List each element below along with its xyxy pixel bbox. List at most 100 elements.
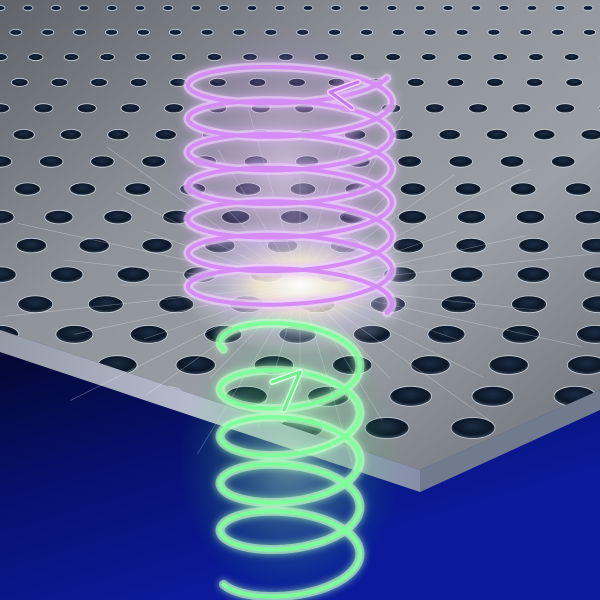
- slab-hole: [446, 77, 465, 87]
- slab-hole: [105, 28, 119, 36]
- slab-hole: [576, 325, 600, 344]
- slab-hole: [427, 325, 466, 344]
- slab-hole: [468, 103, 489, 114]
- slab-hole: [454, 182, 482, 196]
- slab-hole: [78, 5, 90, 11]
- slab-hole: [55, 325, 94, 344]
- slab-hole: [528, 53, 544, 62]
- slab-hole: [90, 155, 115, 168]
- slab-hole: [90, 77, 108, 87]
- slab-hole: [162, 5, 174, 11]
- slab-hole: [73, 28, 87, 36]
- slab-hole: [103, 209, 133, 225]
- slab-hole: [564, 53, 580, 62]
- slab-hole: [410, 355, 451, 375]
- slab-hole: [501, 325, 540, 344]
- slab-hole: [14, 182, 41, 196]
- slab-hole: [471, 385, 515, 407]
- slab-hole: [580, 237, 600, 254]
- lower-helix-coil: [217, 321, 363, 599]
- slab-hole: [69, 182, 96, 196]
- slab-hole: [583, 266, 600, 283]
- slab-hole: [59, 129, 83, 141]
- slab-hole: [0, 5, 6, 11]
- slab-hole: [63, 53, 80, 62]
- slab-hole: [386, 5, 398, 11]
- slab-hole: [488, 355, 529, 375]
- slab-hole: [28, 53, 44, 62]
- slab-hole: [397, 209, 427, 225]
- slab-hole: [554, 5, 566, 11]
- slab-hole: [551, 28, 565, 36]
- slab-hole: [129, 77, 148, 87]
- slab-hole: [358, 5, 370, 11]
- slab-hole: [44, 209, 74, 225]
- slab-hole: [359, 28, 373, 36]
- slab-hole: [518, 237, 550, 254]
- slab-hole: [170, 53, 187, 62]
- slab-hole: [424, 103, 445, 114]
- slab-hole: [450, 417, 496, 439]
- slab-hole: [498, 5, 510, 11]
- slab-hole: [551, 155, 576, 168]
- slab-hole: [33, 103, 54, 114]
- slab-hole: [330, 5, 342, 11]
- slab-hole: [39, 155, 64, 168]
- slab-hole: [12, 129, 35, 141]
- slab-hole: [274, 5, 286, 11]
- slab-hole: [598, 103, 600, 114]
- slab-hole: [519, 28, 533, 36]
- slab-hole: [442, 5, 454, 11]
- slab-side-edge: [420, 390, 600, 492]
- slab-hole: [0, 103, 10, 114]
- slab-hole: [120, 103, 141, 114]
- slab-hole: [456, 53, 473, 62]
- slab-hole: [470, 5, 482, 11]
- slab-hole: [574, 209, 600, 225]
- slab-hole: [555, 103, 575, 114]
- slab-hole: [168, 28, 182, 36]
- slab-hole: [87, 295, 124, 314]
- slab-hole: [22, 5, 34, 11]
- slab-hole: [450, 266, 484, 283]
- slab-hole: [438, 129, 461, 141]
- slab-hole: [525, 77, 544, 87]
- slab-hole: [582, 5, 594, 11]
- slab-hole: [302, 5, 314, 11]
- lower-direction-arrow-icon: [269, 369, 303, 413]
- slab-hole: [423, 28, 437, 36]
- slab-hole: [141, 155, 166, 168]
- slab-hole: [41, 28, 55, 36]
- slab-hole: [448, 155, 474, 168]
- slab-hole: [511, 295, 547, 314]
- slab-hole: [129, 325, 168, 344]
- slab-hole: [533, 129, 556, 141]
- slab-hole: [455, 28, 469, 36]
- upper-direction-arrow-icon: [327, 79, 361, 111]
- slab-hole: [77, 103, 97, 114]
- upper-helix-coil: [185, 65, 395, 315]
- slab-hole: [389, 385, 433, 407]
- slab-hole: [526, 5, 538, 11]
- slab-hole: [485, 129, 509, 141]
- slab-hole: [421, 53, 437, 62]
- slab-hole: [566, 355, 600, 375]
- slab-hole: [136, 28, 150, 36]
- slab-hole: [218, 5, 230, 11]
- slab-hole: [565, 77, 583, 87]
- slab-hole: [0, 155, 13, 168]
- slab-hole: [580, 129, 600, 141]
- slab-hole: [414, 5, 426, 11]
- slab-hole: [583, 28, 597, 36]
- slab-hole: [15, 237, 48, 254]
- slab-hole: [50, 5, 62, 11]
- slab-hole: [499, 155, 525, 168]
- lower-haze: [180, 320, 400, 600]
- slab-hole: [509, 182, 537, 196]
- slab-hole: [116, 266, 150, 283]
- upper-helix-purple: [183, 62, 397, 318]
- slab-hole: [516, 266, 550, 283]
- slab-hole: [200, 28, 214, 36]
